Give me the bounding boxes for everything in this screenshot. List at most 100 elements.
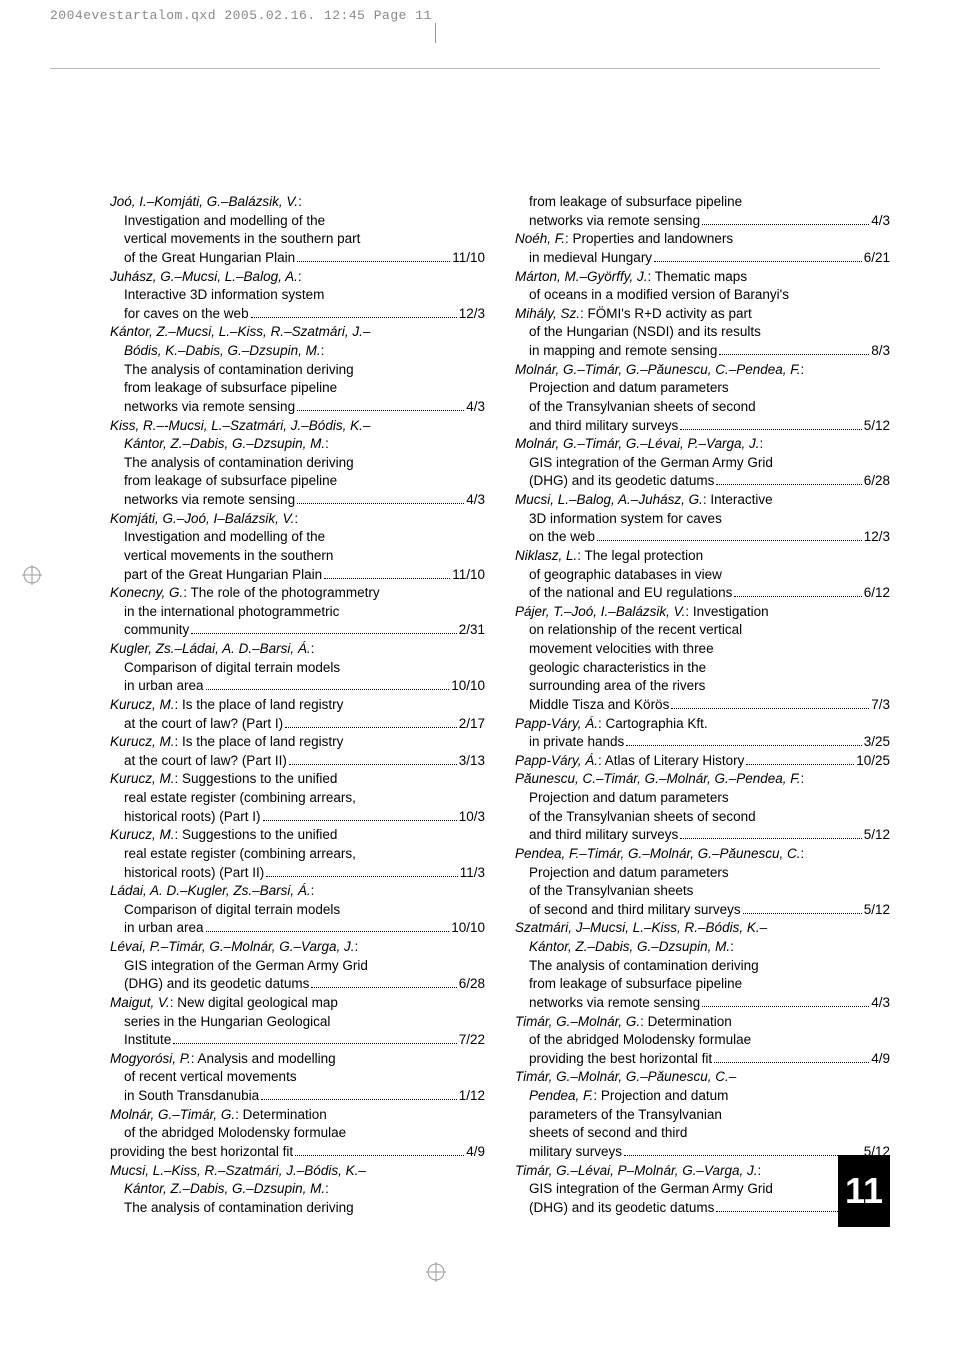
index-text: in the international photogrammetric: [110, 603, 485, 622]
leader-dots: [714, 1062, 869, 1063]
index-text: networks via remote sensing: [529, 212, 700, 231]
column-left: Joó, I.–Komjáti, G.–Balázsik, V.:Investi…: [110, 193, 485, 1217]
index-text: of the Transylvanian sheets of second: [515, 398, 890, 417]
page-ref: 5/12: [864, 826, 890, 845]
leader-dots: [261, 1099, 457, 1100]
page-ref: 11/10: [452, 249, 485, 268]
leader-dots: [702, 1006, 869, 1007]
leader-dots: [702, 224, 869, 225]
page-ref: 6/12: [864, 584, 890, 603]
index-text: Kurucz, M.: Suggestions to the unified: [110, 770, 485, 789]
index-text: on the web: [529, 528, 595, 547]
leader-dots: [206, 689, 450, 690]
page-ref: 3/13: [459, 752, 485, 771]
leader-dots: [297, 261, 450, 262]
leader-dots: [251, 317, 457, 318]
page-number: 11: [838, 1155, 890, 1227]
index-text: in private hands: [529, 733, 624, 752]
index-text: from leakage of subsurface pipeline: [110, 472, 485, 491]
index-text: of the abridged Molodensky formulae: [515, 1031, 890, 1050]
leader-dots: [311, 987, 456, 988]
index-text: providing the best horizontal fit: [110, 1143, 293, 1162]
page-ref: 6/28: [459, 975, 485, 994]
leader-dots: [597, 540, 862, 541]
index-text: from leakage of subsurface pipeline: [515, 975, 890, 994]
index-text: of the Great Hungarian Plain: [124, 249, 295, 268]
index-text: Noéh, F.: Properties and landowners: [515, 230, 890, 249]
index-text: community: [124, 621, 189, 640]
index-text: Szatmári, J–Mucsi, L.–Kiss, R.–Bódis, K.…: [515, 919, 890, 938]
index-text: of the national and EU regulations: [529, 584, 732, 603]
index-text: Lévai, P.–Timár, G.–Molnár, G.–Varga, J.…: [110, 938, 485, 957]
index-text: of second and third military surveys: [529, 901, 741, 920]
page-ref: 5/12: [864, 901, 890, 920]
leader-dots: [624, 1155, 862, 1156]
index-text: Maigut, V.: New digital geological map: [110, 994, 485, 1013]
index-text: Comparison of digital terrain models: [110, 901, 485, 920]
index-text: networks via remote sensing: [529, 994, 700, 1013]
page-ref: 4/3: [871, 994, 890, 1013]
index-text: Papp-Váry, Á.: Atlas of Literary History: [515, 752, 744, 771]
leader-dots: [743, 913, 862, 914]
page-ref: 10/25: [856, 752, 890, 771]
index-text: Timár, G.–Molnár, G.: Determination: [515, 1013, 890, 1032]
crop-mark-top: [0, 23, 960, 63]
index-text: and third military surveys: [529, 417, 678, 436]
leader-dots: [734, 596, 861, 597]
leader-dots: [680, 838, 861, 839]
index-text: networks via remote sensing: [124, 398, 295, 417]
crop-mark-bottom: [0, 1257, 960, 1307]
index-text: of the Hungarian (NSDI) and its results: [515, 323, 890, 342]
index-text: on relationship of the recent vertical: [515, 621, 890, 640]
index-text: geologic characteristics in the: [515, 659, 890, 678]
index-text: Timár, G.–Lévai, P–Molnár, G.–Varga, J.:: [515, 1162, 890, 1181]
index-text: for caves on the web: [124, 305, 249, 324]
index-text: Niklasz, L.: The legal protection: [515, 547, 890, 566]
leader-dots: [191, 633, 456, 634]
index-text: of the Transylvanian sheets of second: [515, 808, 890, 827]
leader-dots: [716, 484, 861, 485]
index-text: Konecny, G.: The role of the photogramme…: [110, 584, 485, 603]
page-ref: 12/3: [864, 528, 890, 547]
index-text: real estate register (combining arrears,: [110, 789, 485, 808]
leader-dots: [680, 429, 861, 430]
index-text: of the abridged Molodensky formulae: [110, 1124, 485, 1143]
index-text: Projection and datum parameters: [515, 379, 890, 398]
index-text: Kurucz, M.: Is the place of land registr…: [110, 733, 485, 752]
leader-dots: [719, 354, 869, 355]
leader-dots: [289, 764, 457, 765]
page-ref: 8/3: [871, 342, 890, 361]
index-text: (DHG) and its geodetic datums: [529, 1199, 714, 1218]
index-text: historical roots) (Part II): [124, 864, 264, 883]
index-text: movement velocities with three: [515, 640, 890, 659]
page-ref: 4/3: [466, 398, 485, 417]
index-text: Investigation and modelling of the: [110, 212, 485, 231]
page-ref: 10/3: [459, 808, 485, 827]
index-text: of oceans in a modified version of Baran…: [515, 286, 890, 305]
index-text: in mapping and remote sensing: [529, 342, 717, 361]
page-ref: 1/12: [459, 1087, 485, 1106]
index-text: Kugler, Zs.–Ládai, A. D.–Barsi, Á.:: [110, 640, 485, 659]
leader-dots: [295, 1155, 464, 1156]
page-ref: 3/25: [864, 733, 890, 752]
page-ref: 5/12: [864, 417, 890, 436]
index-text: Kántor, Z.–Mucsi, L.–Kiss, R.–Szatmári, …: [110, 323, 485, 342]
index-text: Mihály, Sz.: FÖMI's R+D activity as part: [515, 305, 890, 324]
page-ref: 10/10: [451, 919, 485, 938]
column-right: from leakage of subsurface pipelinenetwo…: [515, 193, 890, 1217]
index-text: Middle Tisza and Körös: [529, 696, 669, 715]
index-text: Kiss, R.–-Mucsi, L.–Szatmári, J.–Bódis, …: [110, 417, 485, 436]
index-text: 3D information system for caves: [515, 510, 890, 529]
page-ref: 10/10: [451, 677, 485, 696]
page-ref: 11/10: [452, 566, 485, 585]
index-text: Investigation and modelling of the: [110, 528, 485, 547]
page-ref: 4/9: [871, 1050, 890, 1069]
index-text: vertical movements in the southern: [110, 547, 485, 566]
index-text: Institute: [124, 1031, 171, 1050]
index-text: historical roots) (Part I): [124, 808, 261, 827]
index-text: Papp-Váry, Á.: Cartographia Kft.: [515, 715, 890, 734]
index-text: (DHG) and its geodetic datums: [124, 975, 309, 994]
index-text: The analysis of contamination deriving: [110, 361, 485, 380]
page-ref: 7/3: [871, 696, 890, 715]
file-header: 2004evestartalom.qxd 2005.02.16. 12:45 P…: [0, 0, 960, 23]
